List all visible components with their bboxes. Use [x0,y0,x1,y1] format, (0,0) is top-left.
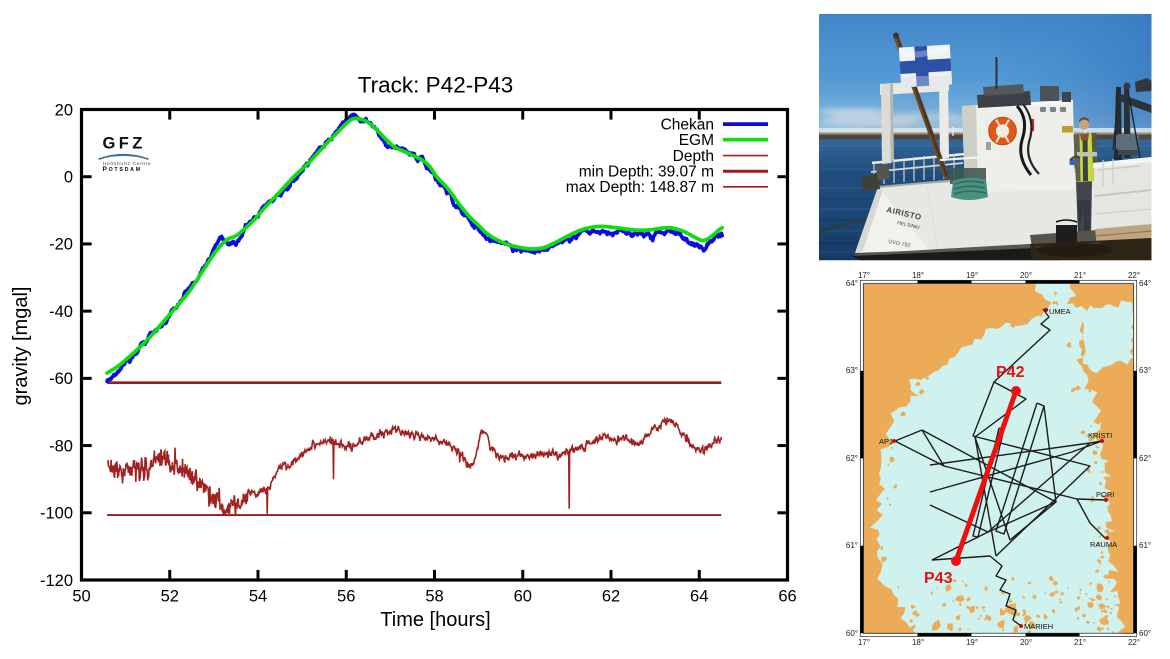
svg-text:PORI: PORI [1096,490,1114,499]
svg-text:-100: -100 [40,505,73,523]
svg-text:62: 62 [602,588,620,606]
svg-text:AP1: AP1 [879,437,893,446]
svg-text:-80: -80 [49,437,73,455]
svg-text:54: 54 [249,588,267,606]
svg-text:Time [hours]: Time [hours] [380,609,490,631]
svg-text:P43: P43 [924,570,953,587]
svg-text:64°: 64° [1139,279,1151,288]
svg-text:63°: 63° [1139,366,1151,375]
svg-text:max Depth: 148.87 m: max Depth: 148.87 m [566,179,714,196]
svg-text:56: 56 [337,588,355,606]
svg-text:POTSDAM: POTSDAM [103,166,142,173]
svg-text:50: 50 [72,588,90,606]
svg-text:19°: 19° [966,638,978,647]
svg-text:Track: P42-P43: Track: P42-P43 [358,73,513,98]
svg-text:20°: 20° [1020,271,1032,280]
svg-text:60°: 60° [846,629,858,638]
svg-text:19°: 19° [966,271,978,280]
svg-text:-40: -40 [49,303,73,321]
svg-text:EGM: EGM [679,132,714,149]
svg-text:RAUMA: RAUMA [1090,540,1117,549]
svg-text:60°: 60° [1139,629,1151,638]
svg-text:17°: 17° [858,638,870,647]
svg-text:Helmholtz Centre: Helmholtz Centre [103,161,151,167]
svg-text:62°: 62° [1139,454,1151,463]
svg-text:18°: 18° [912,638,924,647]
svg-text:18°: 18° [912,271,924,280]
svg-text:63°: 63° [846,366,858,375]
svg-text:62°: 62° [846,454,858,463]
svg-text:21°: 21° [1074,271,1086,280]
svg-text:Depth: Depth [673,148,714,165]
svg-text:64°: 64° [846,279,858,288]
svg-text:KRISTI: KRISTI [1088,431,1112,440]
svg-text:61°: 61° [1139,541,1151,550]
svg-text:58: 58 [425,588,443,606]
svg-text:21°: 21° [1074,638,1086,647]
svg-text:20: 20 [55,101,73,119]
svg-text:22°: 22° [1128,271,1140,280]
svg-text:66: 66 [778,588,796,606]
svg-text:HELSINKI: HELSINKI [897,220,921,231]
svg-text:22°: 22° [1128,638,1140,647]
svg-text:UMEA: UMEA [1049,307,1071,316]
svg-text:-60: -60 [49,370,73,388]
svg-text:UVO 792: UVO 792 [888,239,911,249]
svg-text:GFZ: GFZ [103,134,146,152]
svg-text:gravity [mgal]: gravity [mgal] [10,287,32,406]
svg-text:20°: 20° [1020,638,1032,647]
svg-text:-120: -120 [40,572,73,590]
svg-text:MARIEH: MARIEH [1024,622,1053,631]
svg-text:min Depth: 39.07 m: min Depth: 39.07 m [579,163,714,180]
svg-text:P42: P42 [996,364,1025,381]
svg-text:0: 0 [64,169,73,187]
svg-text:52: 52 [161,588,179,606]
svg-text:60: 60 [514,588,532,606]
svg-text:64: 64 [690,588,708,606]
svg-text:-20: -20 [49,236,73,254]
svg-text:Chekan: Chekan [661,116,714,133]
svg-text:61°: 61° [846,541,858,550]
svg-text:17°: 17° [858,271,870,280]
